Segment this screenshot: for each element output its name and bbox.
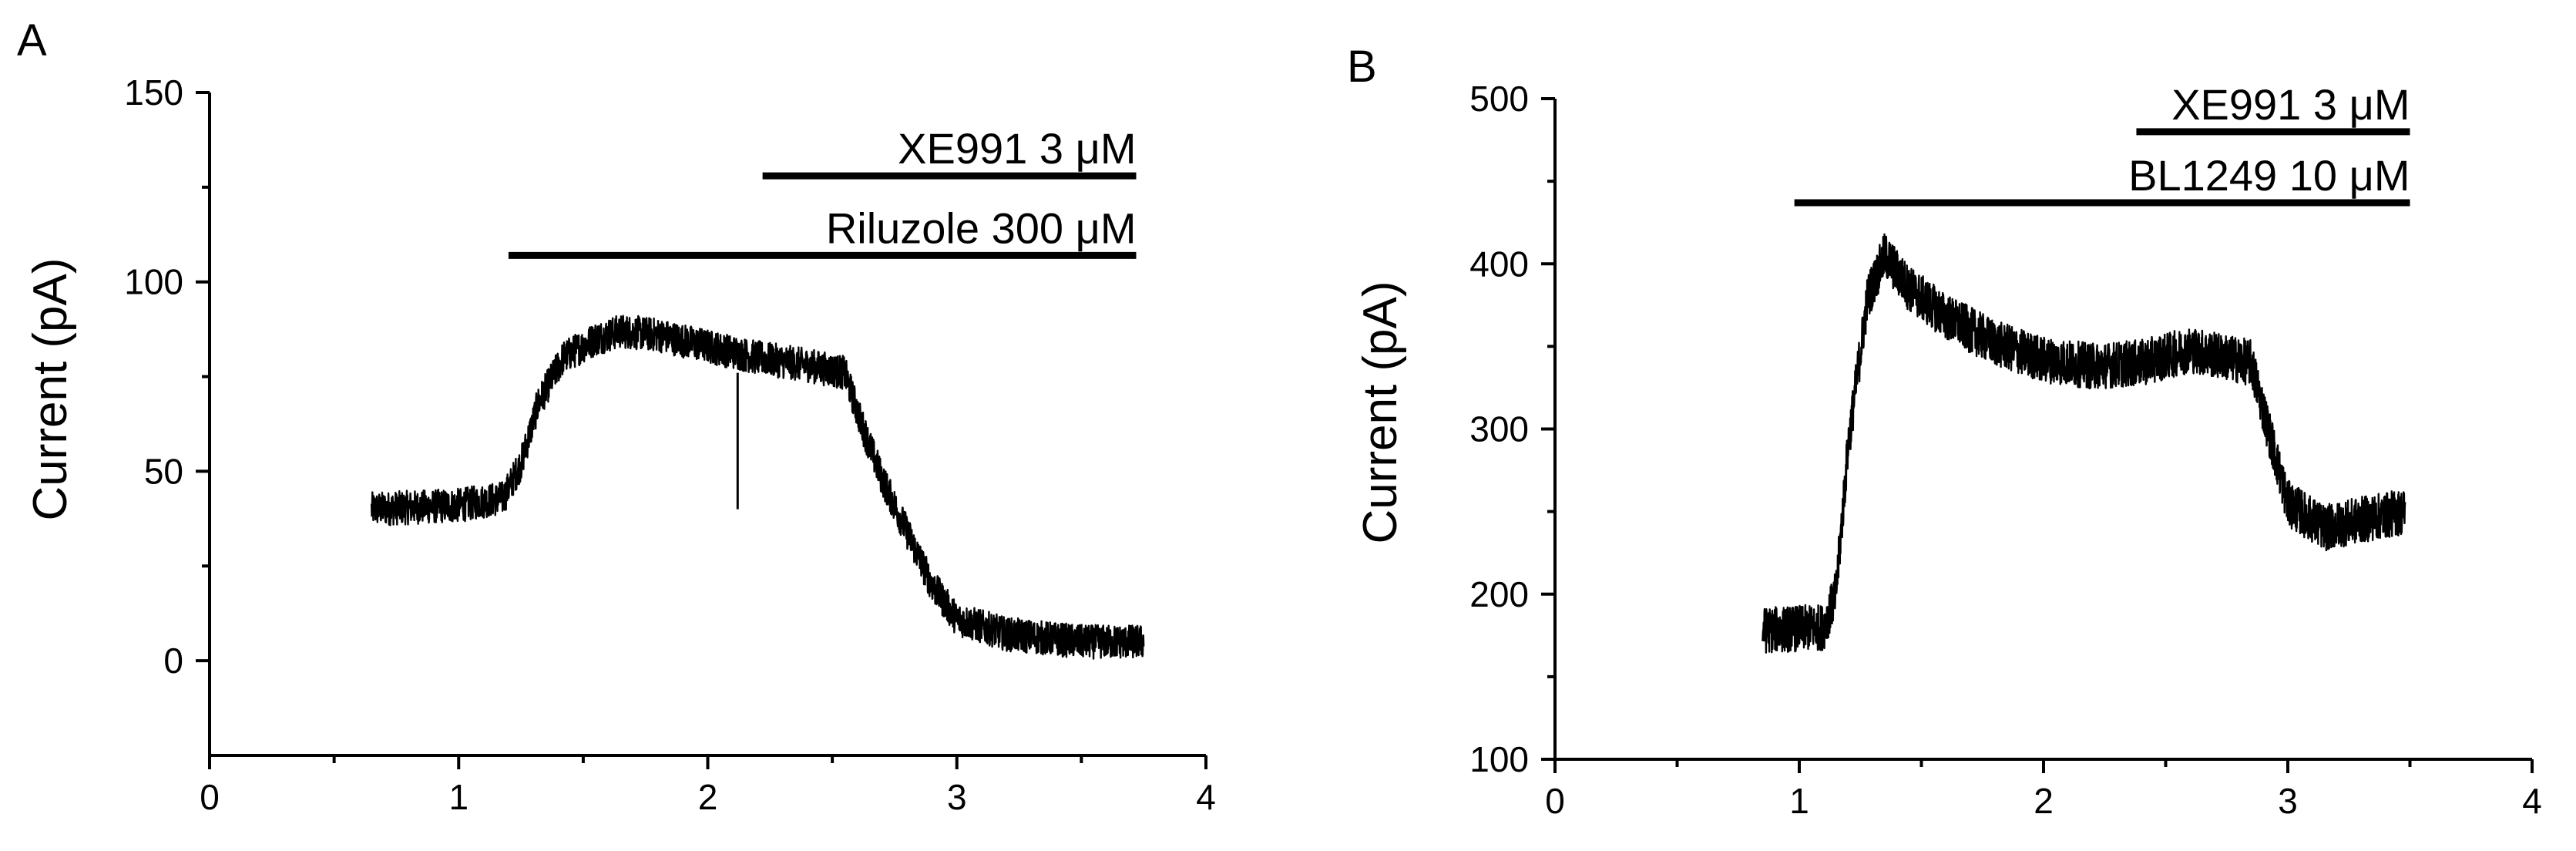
y-tick-label: 200	[1469, 574, 1529, 614]
y-axis-title: Current (pA)	[24, 257, 77, 520]
panel-label: A	[17, 15, 47, 66]
y-tick-label: 400	[1469, 244, 1529, 284]
current-trace	[370, 314, 1145, 660]
panel-a: A 0 1 2 3 4 0 50 100 150 Current (pA) XE991 3 μM…	[17, 15, 1216, 817]
y-tick-label: 500	[1469, 79, 1529, 119]
treatment-label: BL1249 10 μM	[2128, 151, 2410, 200]
y-tick-label: 100	[1469, 739, 1529, 779]
treatment-bars: XE991 3 μM BL1249 10 μM	[1794, 80, 2410, 207]
x-tick-label: 3	[947, 777, 967, 817]
x-tick-label: 3	[2278, 781, 2298, 821]
x-tick-label: 4	[1196, 777, 1216, 817]
x-tick-label: 4	[2522, 781, 2542, 821]
y-tick-label: 0	[163, 641, 183, 681]
ticks: 0 1 2 3 4 0 50 100 150	[124, 72, 1216, 817]
treatment-label: Riluzole 300 μM	[826, 204, 1137, 252]
x-tick-label: 0	[1545, 781, 1565, 821]
panel-b: B 0 1 2 3 4 100 200 300 400 500 Current (pA) XE99…	[1347, 42, 2542, 821]
x-tick-label: 0	[200, 777, 220, 817]
treatment-label: XE991 3 μM	[2171, 80, 2410, 129]
x-tick-label: 2	[698, 777, 718, 817]
y-tick-label: 50	[144, 451, 183, 491]
ticks: 0 1 2 3 4 100 200 300 400 500	[1469, 79, 2542, 821]
y-axis-title: Current (pA)	[1354, 281, 1407, 543]
treatment-bars: XE991 3 μM Riluzole 300 μM	[508, 124, 1137, 259]
y-tick-label: 150	[124, 72, 183, 113]
axes	[208, 92, 1206, 757]
treatment-label: XE991 3 μM	[898, 124, 1136, 173]
panel-label: B	[1347, 42, 1377, 92]
x-tick-label: 1	[1789, 781, 1809, 821]
y-tick-label: 100	[124, 262, 183, 302]
current-trace	[1762, 233, 2406, 654]
x-tick-label: 1	[448, 777, 469, 817]
y-tick-label: 300	[1469, 409, 1529, 449]
x-tick-label: 2	[2034, 781, 2054, 821]
